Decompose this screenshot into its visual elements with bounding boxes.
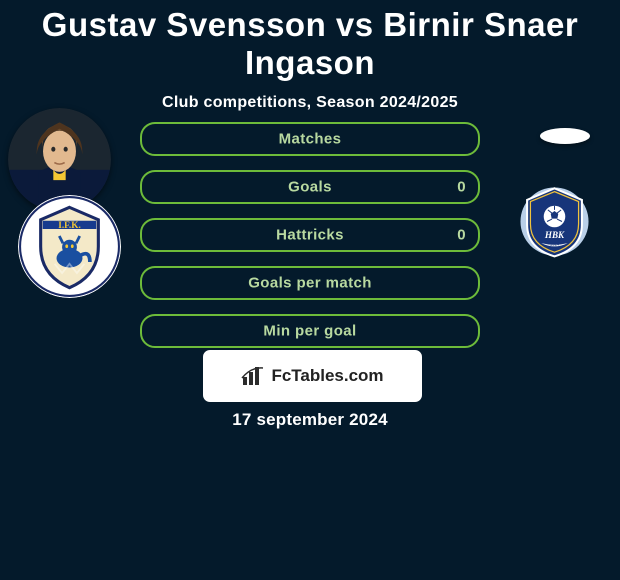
branding-label: FcTables.com xyxy=(271,366,383,386)
stat-pill-hattricks: Hattricks 0 xyxy=(140,218,480,252)
club-badge-right: HBK 1914 xyxy=(513,180,596,263)
stat-pill-goals-per-match: Goals per match xyxy=(140,266,480,300)
comparison-bars: Matches Goals 0 Hattricks 0 Goals per ma… xyxy=(140,122,480,362)
club-year-hbk: 1914 xyxy=(550,242,560,247)
page-title: Gustav Svensson vs Birnir Snaer Ingason xyxy=(0,6,620,82)
bar-chart-icon xyxy=(241,365,265,387)
stat-label: Hattricks xyxy=(276,227,344,244)
player-flag-right xyxy=(540,128,590,144)
stat-label: Goals per match xyxy=(248,275,372,292)
stat-pill-min-per-goal: Min per goal xyxy=(140,314,480,348)
stat-right-value: 0 xyxy=(457,179,466,196)
stat-right-value: 0 xyxy=(457,227,466,244)
stat-label: Goals xyxy=(288,179,332,196)
date-line: 17 september 2024 xyxy=(0,410,620,430)
club-text-hbk: HBK xyxy=(544,230,565,240)
club-logo-ifk: I.F.K. xyxy=(18,195,121,298)
stat-label: Matches xyxy=(279,131,342,148)
club-badge-left: I.F.K. xyxy=(18,195,121,298)
club-text-ifk: I.F.K. xyxy=(58,221,81,231)
club-logo-hbk: HBK 1914 xyxy=(513,180,596,263)
stat-pill-matches: Matches xyxy=(140,122,480,156)
stat-pill-goals: Goals 0 xyxy=(140,170,480,204)
branding-box: FcTables.com xyxy=(203,350,422,402)
stat-label: Min per goal xyxy=(263,323,356,340)
